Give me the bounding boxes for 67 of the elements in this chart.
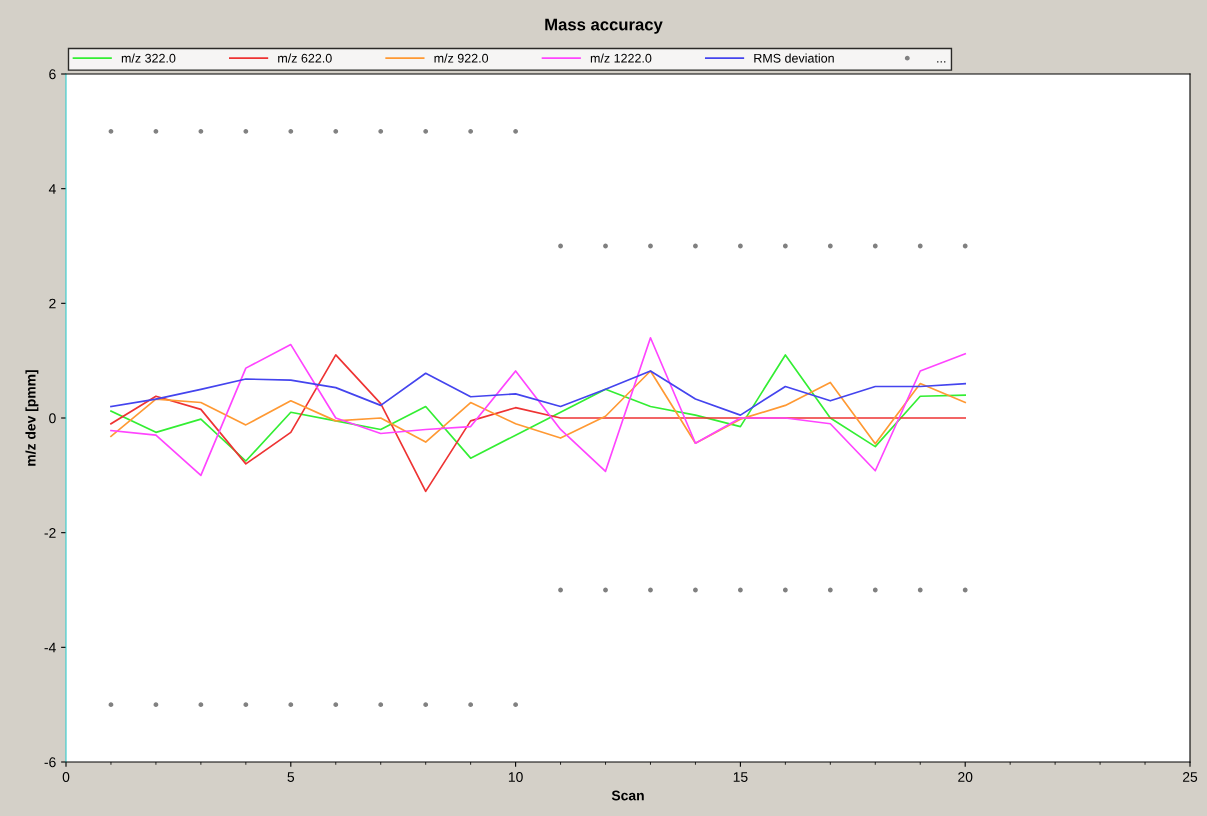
- point: [198, 702, 204, 708]
- point: [108, 128, 114, 134]
- point: [108, 702, 114, 708]
- point: [827, 587, 833, 593]
- x-tick-label: 25: [1182, 772, 1198, 782]
- y-axis-title: m/z dev [pmm]: [25, 370, 39, 466]
- point: [468, 702, 474, 708]
- point: [558, 243, 563, 249]
- y-tick-label: -4: [44, 642, 56, 653]
- point: [558, 587, 563, 593]
- line-series: [110, 370, 967, 416]
- point: [468, 128, 474, 134]
- line-series: [110, 336, 967, 477]
- point: [423, 702, 429, 708]
- x-tick-label: 0: [62, 772, 70, 782]
- point: [738, 587, 743, 593]
- legend-label: m/z 1222.0: [590, 53, 652, 63]
- y-tick-label: 6: [49, 69, 56, 80]
- point: [243, 702, 249, 708]
- point: [648, 243, 653, 249]
- point: [782, 587, 788, 593]
- point: [917, 587, 923, 593]
- point: [378, 128, 384, 134]
- y-tick-label: 0: [49, 413, 56, 424]
- point: [513, 128, 518, 134]
- point: [288, 128, 294, 134]
- x-axis-title: Scan: [611, 790, 644, 801]
- point: [243, 128, 249, 134]
- x-tick-label: 5: [287, 772, 295, 782]
- point: [827, 243, 833, 249]
- point: [153, 702, 159, 708]
- y-tick-label: -6: [44, 757, 56, 768]
- line-series: [110, 354, 967, 462]
- point: [198, 128, 204, 134]
- point: [288, 702, 294, 708]
- point: [333, 702, 339, 708]
- point: [962, 587, 968, 593]
- legend-label: m/z 922.0: [434, 53, 489, 63]
- point: [693, 587, 698, 593]
- x-tick-label: 15: [733, 772, 748, 782]
- chart-title: Mass accuracy: [545, 18, 663, 34]
- point: [603, 243, 608, 249]
- point: [693, 243, 698, 249]
- point: [378, 702, 384, 708]
- y-tick-label: 4: [48, 184, 56, 194]
- legend-label: m/z 622.0: [278, 53, 332, 63]
- point: [738, 243, 743, 249]
- y-tick-label: -2: [44, 528, 56, 538]
- legend-label: ...: [937, 61, 946, 63]
- point: [153, 128, 159, 134]
- point: [782, 243, 788, 249]
- point: [423, 128, 429, 134]
- point: [872, 587, 878, 593]
- x-tick-label: 20: [958, 772, 973, 782]
- y-tick-label: 2: [49, 298, 56, 309]
- point: [917, 243, 923, 249]
- line-series: [110, 370, 967, 445]
- point: [333, 128, 339, 134]
- legend-label: m/z 322.0: [121, 53, 176, 63]
- line-series: [110, 354, 967, 493]
- legend-label: RMS deviation: [754, 53, 834, 63]
- point: [962, 243, 968, 249]
- point: [513, 702, 518, 708]
- point: [648, 587, 653, 593]
- point: [872, 243, 878, 249]
- x-tick-label: 10: [508, 772, 523, 782]
- point: [603, 587, 608, 593]
